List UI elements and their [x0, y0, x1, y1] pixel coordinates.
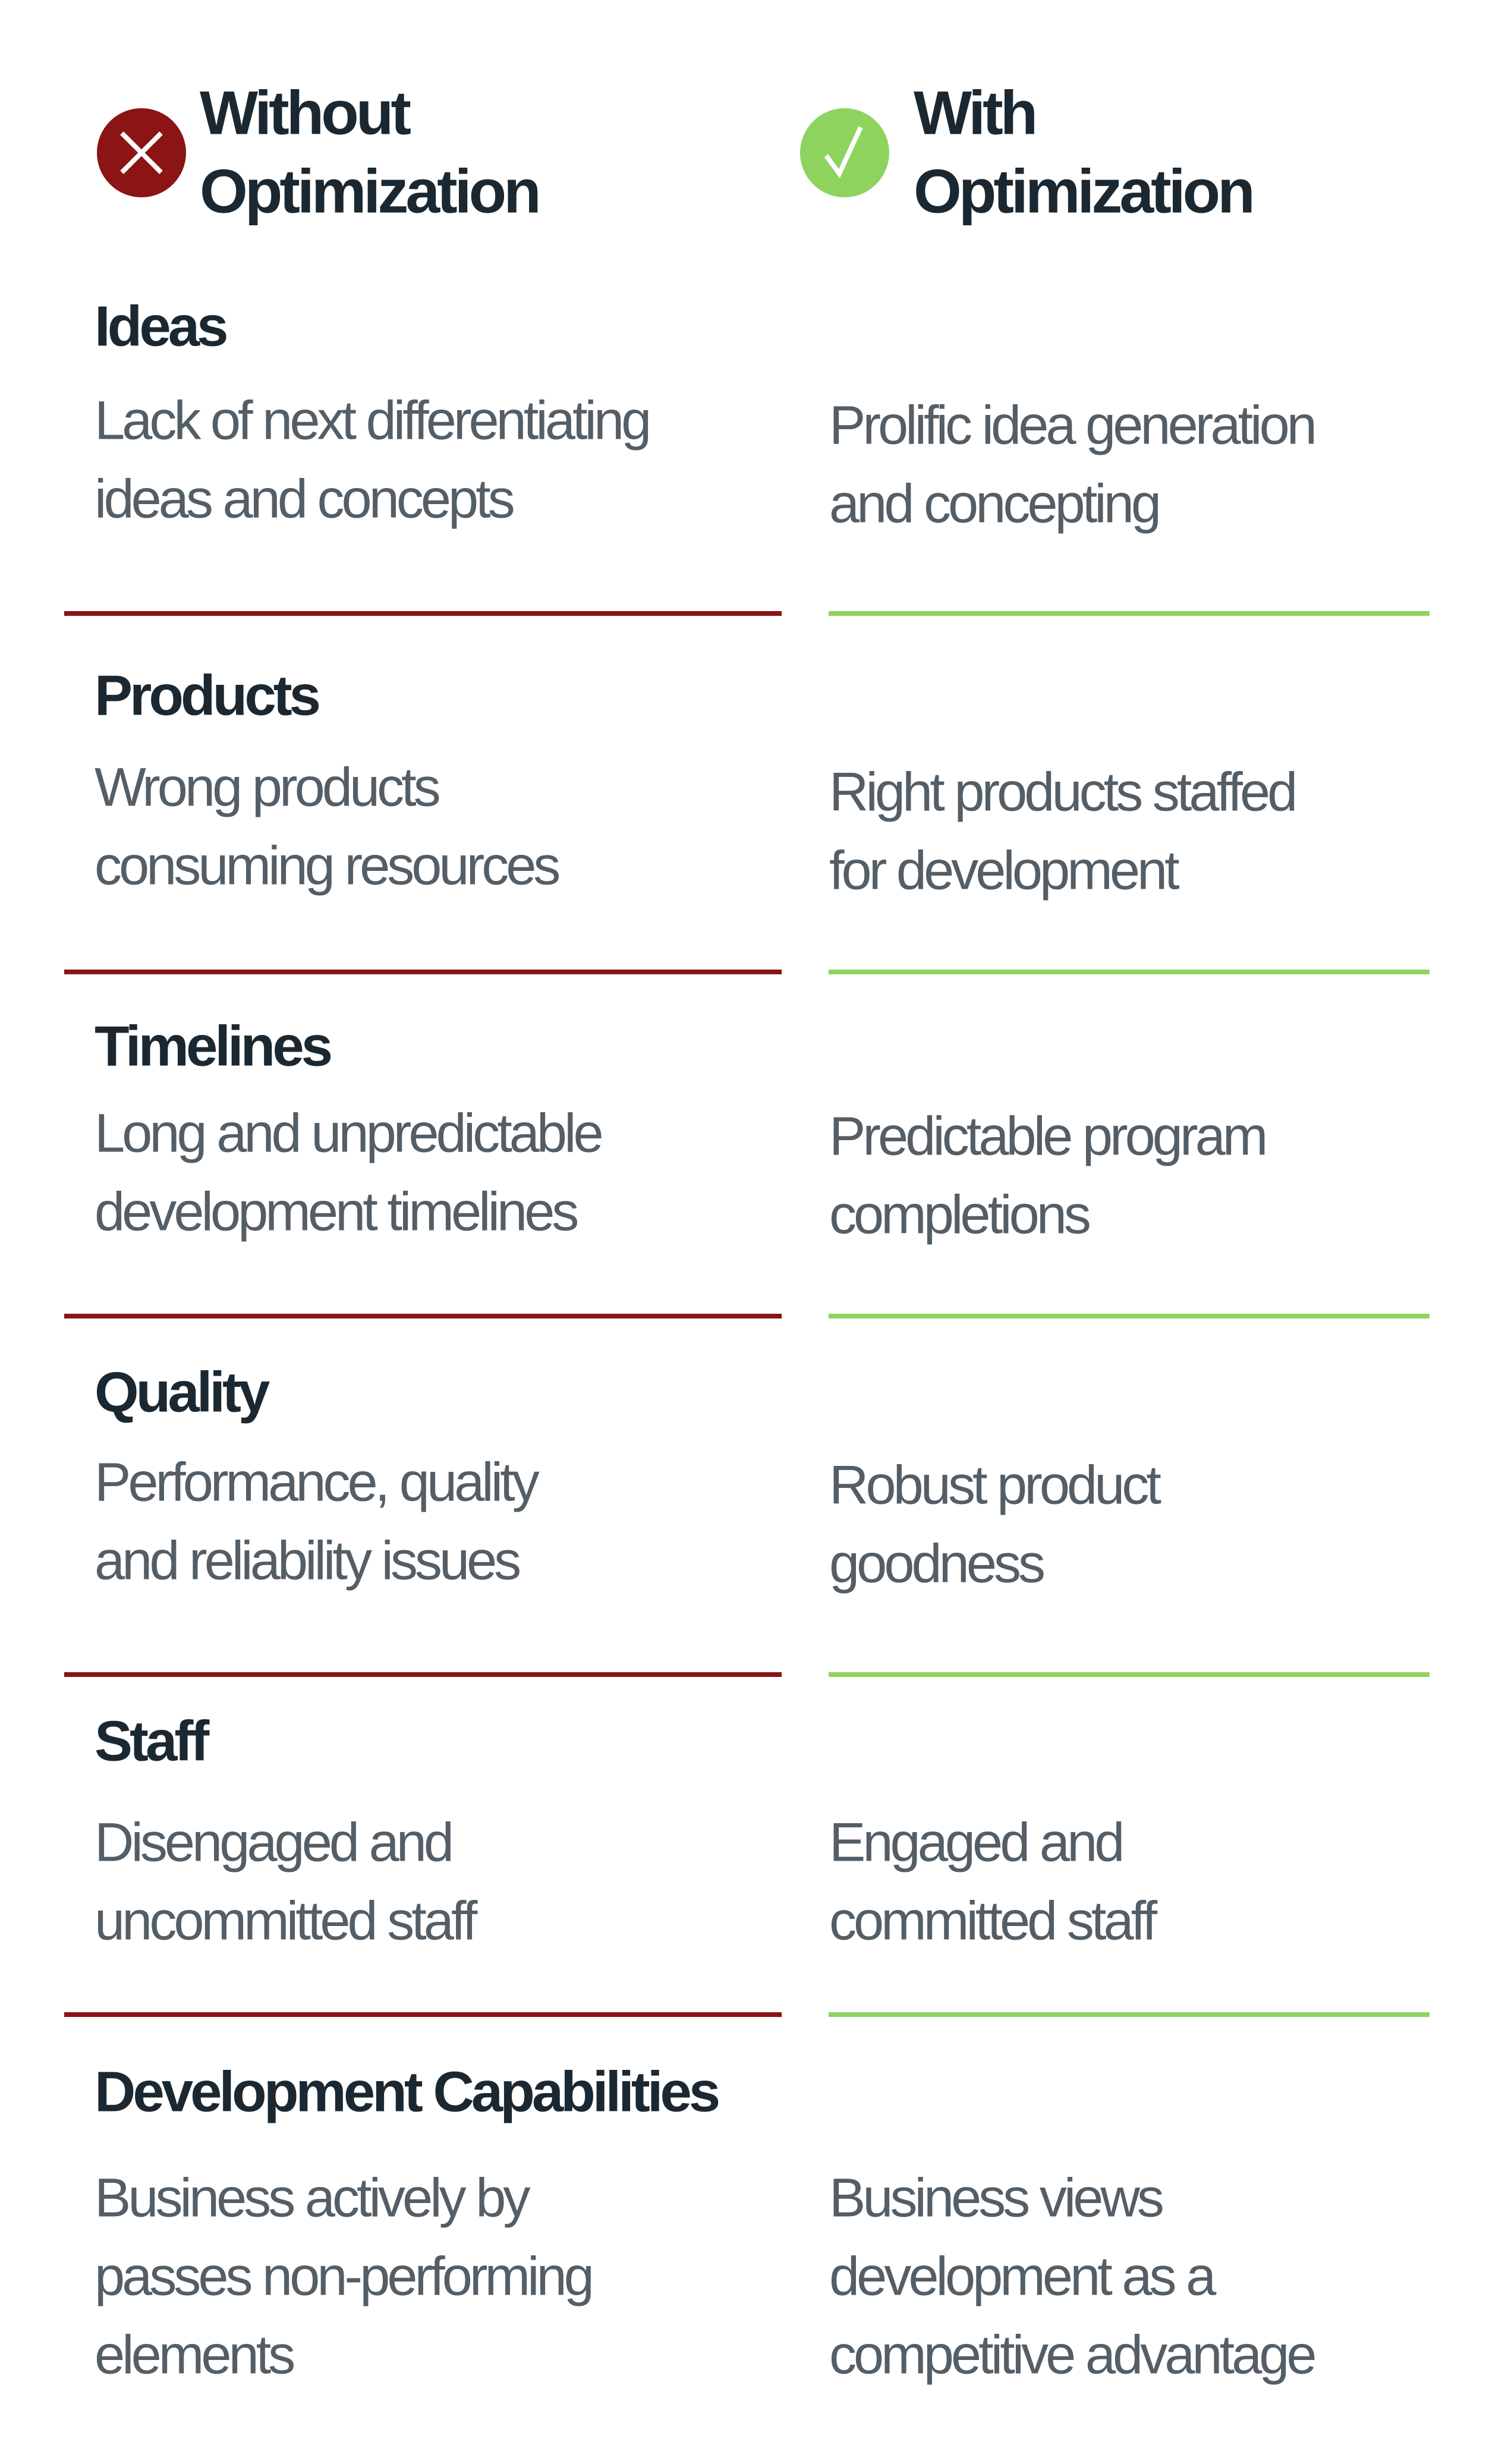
without-text: development timelines: [95, 1181, 577, 1242]
row-title: Quality: [95, 1360, 270, 1424]
without-text: passes non-performing: [95, 2246, 591, 2306]
with-text: Robust product: [829, 1455, 1161, 1515]
without-text: Performance, quality: [95, 1452, 540, 1512]
row-title: Staff: [95, 1709, 210, 1773]
without-icon: [97, 108, 186, 197]
with-text: committed staff: [829, 1890, 1158, 1951]
header-without: Optimization: [200, 157, 539, 226]
without-text: Long and unpredictable: [95, 1103, 602, 1163]
with-text: Engaged and: [829, 1812, 1122, 1873]
row-title: Products: [95, 663, 319, 727]
with-text: for development: [829, 840, 1179, 901]
with-text: completions: [829, 1184, 1090, 1245]
row-title: Ideas: [95, 294, 226, 358]
with-text: Right products staffed: [829, 761, 1295, 822]
with-text: Prolific idea generation: [829, 395, 1314, 455]
without-text: ideas and concepts: [95, 468, 514, 529]
with-text: development as a: [829, 2246, 1217, 2306]
header-with: With: [914, 78, 1035, 147]
with-icon: [800, 108, 889, 197]
without-text: uncommitted staff: [95, 1890, 478, 1951]
row-title: Timelines: [95, 1014, 331, 1078]
row-title: Development Capabilities: [95, 2060, 719, 2123]
without-text: consuming resources: [95, 835, 559, 896]
with-text: competitive advantage: [829, 2324, 1315, 2385]
with-text: and concepting: [829, 473, 1158, 534]
without-text: and reliability issues: [95, 1530, 520, 1591]
without-text: Disengaged and: [95, 1812, 451, 1873]
with-text: goodness: [829, 1533, 1044, 1594]
with-text: Business views: [829, 2167, 1163, 2228]
without-text: elements: [95, 2324, 294, 2385]
with-text: Predictable program: [829, 1106, 1265, 1166]
without-text: Business actively by: [95, 2167, 530, 2228]
header-with: Optimization: [914, 157, 1252, 226]
without-text: Lack of next differentiating: [95, 390, 648, 451]
header-without: Without: [200, 78, 411, 147]
without-text: Wrong products: [95, 757, 439, 817]
